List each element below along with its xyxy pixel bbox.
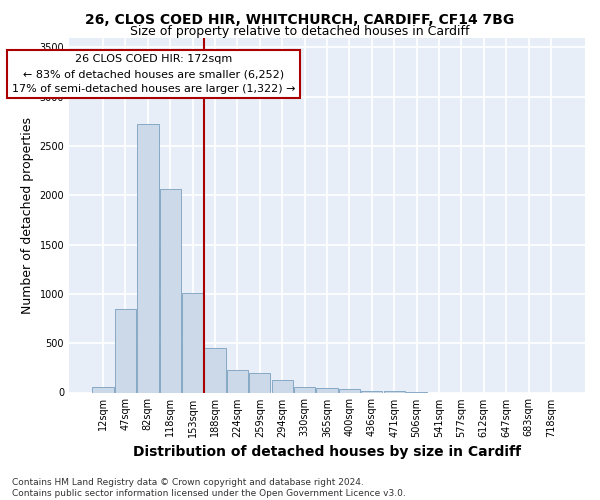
Bar	[249, 373, 271, 392]
Bar	[182, 294, 203, 392]
Bar	[227, 370, 248, 392]
Bar	[272, 380, 293, 392]
Bar	[160, 190, 181, 392]
Bar	[115, 308, 136, 392]
Bar	[316, 388, 338, 392]
Text: 26 CLOS COED HIR: 172sqm
← 83% of detached houses are smaller (6,252)
17% of sem: 26 CLOS COED HIR: 172sqm ← 83% of detach…	[12, 54, 295, 94]
Text: Contains HM Land Registry data © Crown copyright and database right 2024.
Contai: Contains HM Land Registry data © Crown c…	[12, 478, 406, 498]
Bar	[205, 348, 226, 393]
Bar	[294, 387, 315, 392]
Bar	[339, 389, 360, 392]
Bar	[137, 124, 158, 392]
Text: Size of property relative to detached houses in Cardiff: Size of property relative to detached ho…	[130, 25, 470, 38]
X-axis label: Distribution of detached houses by size in Cardiff: Distribution of detached houses by size …	[133, 445, 521, 459]
Text: 26, CLOS COED HIR, WHITCHURCH, CARDIFF, CF14 7BG: 26, CLOS COED HIR, WHITCHURCH, CARDIFF, …	[85, 12, 515, 26]
Bar	[361, 391, 382, 392]
Y-axis label: Number of detached properties: Number of detached properties	[21, 116, 34, 314]
Bar	[92, 386, 114, 392]
Bar	[383, 391, 405, 392]
